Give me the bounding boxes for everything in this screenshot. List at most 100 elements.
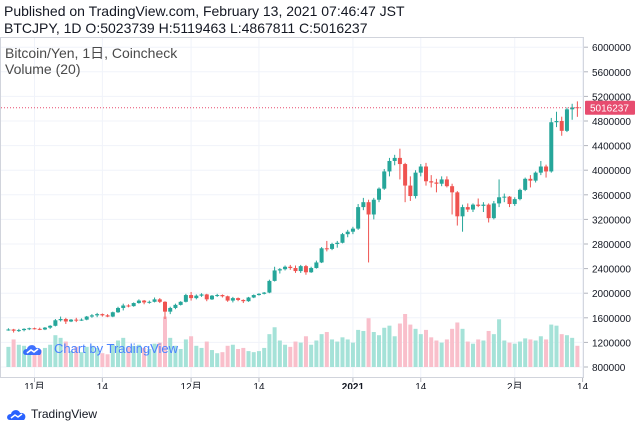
candle-body xyxy=(455,192,460,217)
candle-body xyxy=(486,204,491,219)
candle-body xyxy=(277,269,282,271)
candle-body xyxy=(58,319,63,321)
volume-bar xyxy=(528,339,533,367)
candle-body xyxy=(330,244,335,249)
price-tick-label: 6000000 xyxy=(592,43,631,54)
footer: TradingView xyxy=(6,404,97,424)
volume-bar xyxy=(142,347,147,367)
candle-body xyxy=(319,248,324,263)
time-tick-label: 14 xyxy=(577,382,589,389)
candle-body xyxy=(131,303,136,307)
volume-bar xyxy=(517,341,522,367)
volume-bar xyxy=(199,347,204,367)
candle-body xyxy=(241,299,246,302)
candle-body xyxy=(11,329,16,331)
candle-body xyxy=(53,320,58,326)
chart-pane[interactable] xyxy=(0,37,584,378)
price-tick-label: 2000000 xyxy=(592,289,631,300)
volume-bar xyxy=(408,324,413,367)
candle-body xyxy=(439,179,444,184)
candle-body xyxy=(345,231,350,235)
volume-bar xyxy=(465,341,470,367)
volume-bar xyxy=(84,346,89,367)
price-tick-label: 2400000 xyxy=(592,265,631,276)
candle-body xyxy=(178,301,183,305)
volume-bar xyxy=(460,328,465,367)
volume-bar xyxy=(152,343,157,367)
published-line: Published on TradingView.com, February 1… xyxy=(4,3,405,19)
time-tick-label: 2021 xyxy=(342,382,365,389)
candle-body xyxy=(491,203,496,219)
candle-body xyxy=(570,107,575,110)
candle-body xyxy=(371,199,376,215)
volume-bar xyxy=(319,334,324,367)
volume-bar xyxy=(48,344,53,367)
candle-body xyxy=(497,197,502,204)
volume-bar xyxy=(538,336,543,367)
time-axis[interactable]: 11月 14 12月 14 2021 14 2月 14 xyxy=(24,378,589,389)
volume-bar xyxy=(204,341,209,367)
volume-bar xyxy=(189,336,194,367)
volume-bar xyxy=(298,342,303,367)
volume-bar xyxy=(58,337,63,367)
volume-bar xyxy=(293,341,298,367)
volume-bar xyxy=(272,327,277,367)
candle-body xyxy=(465,207,470,210)
candle-body xyxy=(293,267,298,272)
candle-body xyxy=(79,319,84,321)
candle-body xyxy=(262,292,267,294)
candle-body xyxy=(236,298,241,300)
volume-bar xyxy=(559,334,564,367)
grid-lines xyxy=(1,38,584,377)
candle-body xyxy=(309,267,314,273)
volume-bar xyxy=(455,322,460,367)
volume-bar xyxy=(22,345,27,367)
price-tick-label: 4800000 xyxy=(592,117,631,128)
price-tick-label: 4000000 xyxy=(592,166,631,177)
volume-bar xyxy=(42,347,47,367)
candle-body xyxy=(549,122,554,172)
candle-body xyxy=(116,307,121,313)
candle-body xyxy=(105,315,110,317)
volume-bar xyxy=(502,340,507,367)
price-tick-label: 3200000 xyxy=(592,215,631,226)
candle-body xyxy=(168,307,173,312)
volume-bar xyxy=(89,345,94,367)
candle-body xyxy=(502,196,507,198)
time-tick-label: 14 xyxy=(415,382,427,389)
candle-body xyxy=(523,178,528,190)
price-axis[interactable]: 800000 1200000 1600000 2000000 2400000 280000… xyxy=(584,43,631,374)
chart-legend: Bitcoin/Yen, 1日, Coincheck Volume (20) xyxy=(5,45,178,77)
candle-body xyxy=(209,295,214,300)
volume-bar xyxy=(429,337,434,367)
price-chart[interactable]: Chart by TradingView Bitcoin/Yen, 1日, Co… xyxy=(0,37,640,389)
candle-body xyxy=(136,300,141,304)
volume-bar xyxy=(136,344,141,367)
volume-bar xyxy=(570,337,575,367)
candle-body xyxy=(382,171,387,189)
candle-body xyxy=(403,164,408,186)
price-tick-label: 4400000 xyxy=(592,142,631,153)
volume-bar xyxy=(95,347,100,367)
candle-body xyxy=(48,325,53,328)
volume-bar xyxy=(439,342,444,367)
volume-bar xyxy=(424,329,428,367)
candle-body xyxy=(470,204,475,210)
candle-body xyxy=(538,166,543,173)
chart-watermark: Chart by TradingView xyxy=(23,341,179,356)
candle-body xyxy=(314,262,319,268)
volume-bar xyxy=(387,325,392,367)
candle-body xyxy=(476,204,481,206)
volume-bar xyxy=(392,336,397,367)
price-tick-label: 2800000 xyxy=(592,240,631,251)
volume-bar xyxy=(69,351,74,367)
candle-body xyxy=(183,295,188,302)
time-tick-label: 11月 xyxy=(24,381,44,389)
candle-body xyxy=(95,314,100,316)
volume-bar xyxy=(564,335,569,367)
volume-bar xyxy=(277,340,282,367)
volume-bar xyxy=(382,327,387,367)
candle-body xyxy=(74,319,79,321)
volume-bar xyxy=(32,354,37,367)
volume-bar xyxy=(6,346,11,367)
